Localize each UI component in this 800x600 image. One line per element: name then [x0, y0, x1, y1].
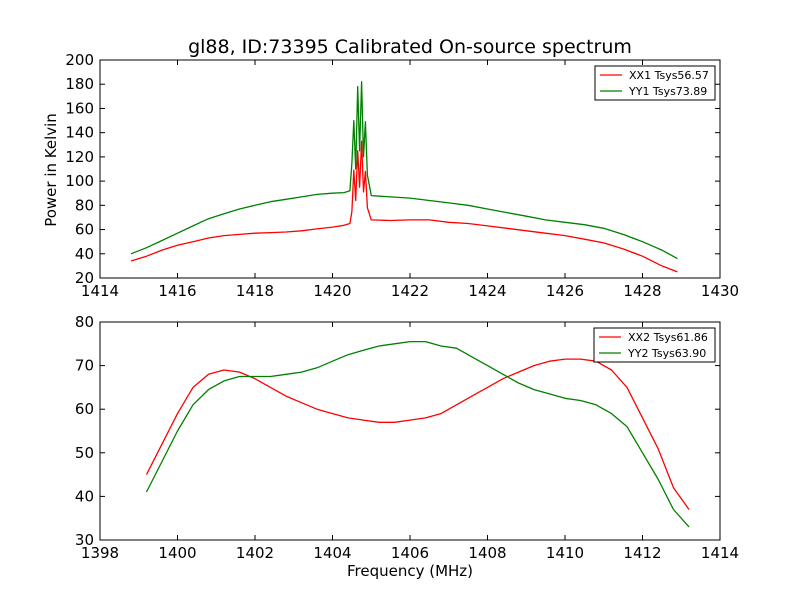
x-axis-label-bottom: Frequency (MHz) — [347, 562, 473, 580]
x-tick-label: 1420 — [313, 282, 351, 300]
y-tick-label: 30 — [75, 531, 94, 549]
legend-entry-label: YY2 Tsys63.90 — [627, 347, 706, 360]
x-tick-label: 1400 — [158, 544, 196, 562]
chart-title: gl88, ID:73395 Calibrated On-source spec… — [188, 36, 632, 58]
x-tick-label: 1410 — [546, 544, 584, 562]
x-tick-label: 1414 — [81, 282, 119, 300]
x-tick-label: 1408 — [468, 544, 506, 562]
y-tick-label: 140 — [65, 124, 94, 142]
y-axis-label-top: Power in Kelvin — [42, 113, 60, 227]
series-line-2-2 — [145, 340, 690, 528]
x-tick-label: 1430 — [701, 282, 739, 300]
y-tick-label: 200 — [65, 51, 94, 69]
y-tick-label: 180 — [65, 75, 94, 93]
x-tick-label: 1422 — [391, 282, 429, 300]
legend-entry-label: XX1 Tsys56.57 — [629, 69, 709, 82]
legend-entry-label: YY1 Tsys73.89 — [628, 85, 707, 98]
y-tick-label: 60 — [75, 400, 94, 418]
x-tick-label: 1414 — [701, 544, 739, 562]
x-tick-label: 1412 — [623, 544, 661, 562]
x-tick-label: 1398 — [81, 544, 119, 562]
legend: XX2 Tsys61.86 YY2 Tsys63.90 — [593, 327, 716, 363]
x-tick-label: 1418 — [236, 282, 274, 300]
y-tick-label: 60 — [75, 221, 94, 239]
top-plot: 1414 1416 1418 1420 1422 1424 1426 1428 1430 20 40… — [65, 51, 739, 300]
x-tick-label: 1428 — [623, 282, 661, 300]
y-tick-label: 120 — [65, 148, 94, 166]
x-tick-label: 1426 — [546, 282, 584, 300]
x-tick-label: 1404 — [313, 544, 351, 562]
legend-entry-label: XX2 Tsys61.86 — [628, 331, 708, 344]
x-tick-label: 1424 — [468, 282, 506, 300]
x-tick-label: 1416 — [158, 282, 196, 300]
bottom-plot: 1398 1400 1402 1404 1406 1408 1410 1412 1414 30 40… — [75, 313, 739, 562]
y-tick-label: 40 — [75, 487, 94, 505]
series-line-2-1 — [145, 358, 690, 510]
y-tick-label: 50 — [75, 444, 94, 462]
y-tick-label: 160 — [65, 99, 94, 117]
y-tick-label: 40 — [75, 245, 94, 263]
series-line-1-1 — [130, 140, 678, 273]
x-tick-label: 1406 — [391, 544, 429, 562]
series-line-1-2 — [130, 81, 678, 260]
legend: XX1 Tsys56.57 YY1 Tsys73.89 — [594, 65, 716, 101]
y-tick-label: 70 — [75, 357, 94, 375]
y-tick-label: 20 — [75, 269, 94, 287]
y-tick-label: 80 — [75, 196, 94, 214]
x-tick-label: 1402 — [236, 544, 274, 562]
y-tick-label: 80 — [75, 313, 94, 331]
y-tick-label: 100 — [65, 172, 94, 190]
